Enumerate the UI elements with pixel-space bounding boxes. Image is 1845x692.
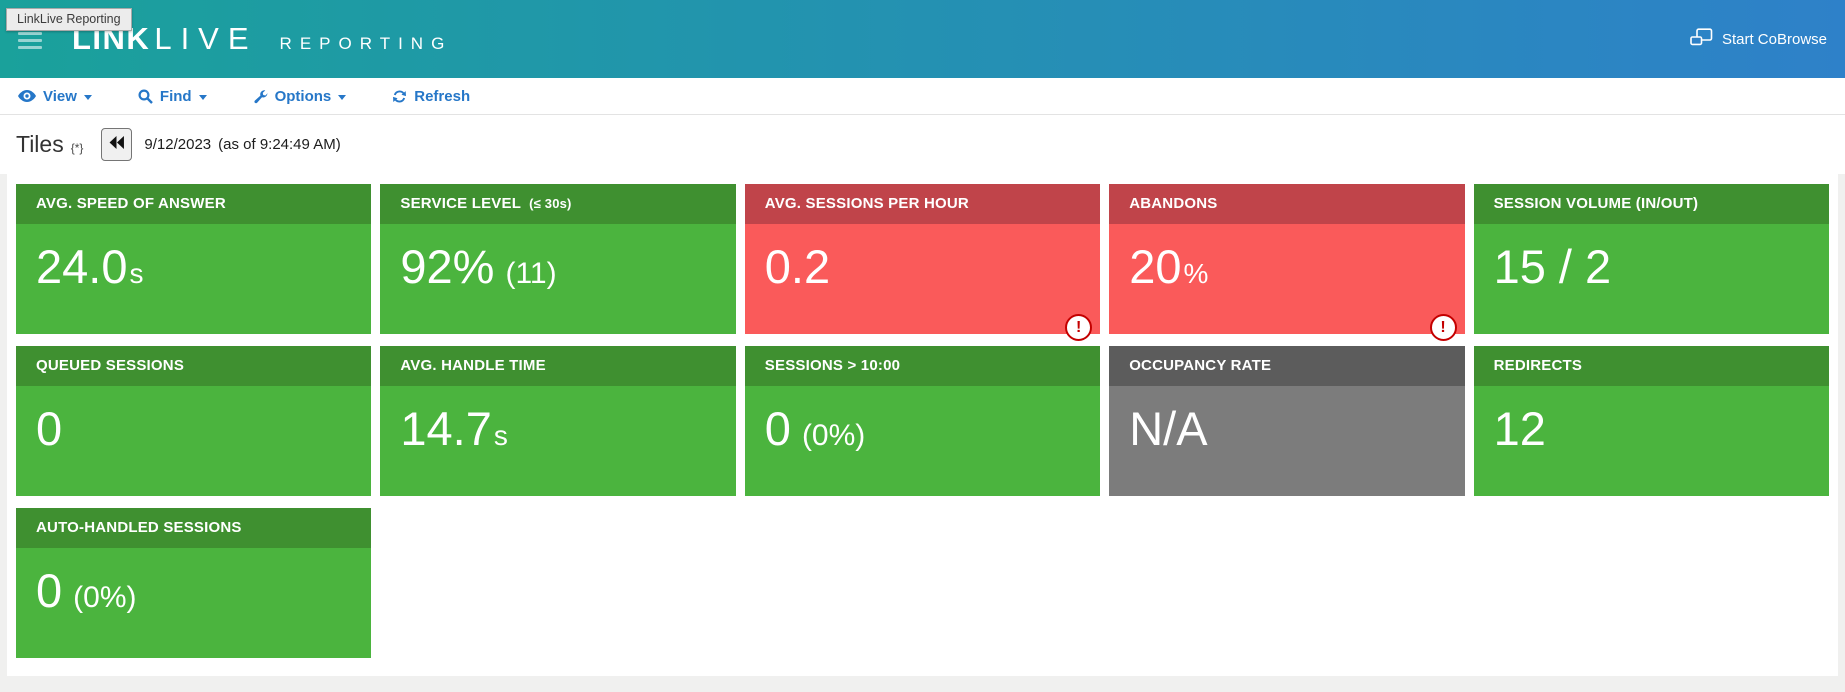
view-menu-button[interactable]: View — [18, 88, 92, 105]
page-title: Tiles — [16, 131, 64, 157]
tiles-panel: AVG. SPEED OF ANSWER 24.0s SERVICE LEVEL (≤… — [7, 174, 1838, 676]
tile-value: 12 — [1473, 386, 1829, 496]
tile-title: SESSIONS > 10:00 — [744, 346, 1101, 386]
tile[interactable]: AVG. HANDLE TIME 14.7s — [380, 346, 736, 496]
logo-live-text: LIVE — [154, 21, 258, 56]
tile-title: SESSION VOLUME (IN/OUT) — [1473, 184, 1829, 224]
tile-value: 92% (11) — [380, 224, 736, 334]
logo-reporting-text: REPORTING — [279, 34, 453, 53]
eye-icon — [18, 90, 36, 102]
tile-value: 0.2 — [744, 224, 1101, 334]
tile[interactable]: OCCUPANCY RATE N/A — [1109, 346, 1465, 496]
refresh-button[interactable]: Refresh — [392, 88, 470, 105]
tile-title: AVG. SESSIONS PER HOUR — [744, 184, 1101, 224]
tile[interactable]: SESSIONS > 10:00 0 (0%) — [744, 346, 1101, 496]
find-menu-button[interactable]: Find — [138, 88, 207, 105]
content-area: AVG. SPEED OF ANSWER 24.0s SERVICE LEVEL (≤… — [0, 174, 1845, 676]
search-icon — [138, 88, 153, 104]
tiles-grid: AVG. SPEED OF ANSWER 24.0s SERVICE LEVEL (≤… — [16, 184, 1829, 658]
refresh-label: Refresh — [414, 87, 471, 105]
view-label: View — [43, 87, 77, 105]
filter-flag: {*} — [70, 140, 84, 155]
date-back-button[interactable] — [101, 128, 133, 161]
tile-title: QUEUED SESSIONS — [16, 346, 372, 386]
tile-value: 15 / 2 — [1473, 224, 1829, 334]
alert-icon[interactable]: ! — [1065, 314, 1093, 341]
tile[interactable]: SERVICE LEVEL (≤ 30s) 92% (11) — [380, 184, 736, 334]
tile-title: REDIRECTS — [1473, 346, 1829, 386]
tile[interactable]: AUTO-HANDLED SESSIONS 0 (0%) — [16, 508, 372, 658]
tile-value: N/A — [1109, 386, 1465, 496]
tile[interactable]: AVG. SESSIONS PER HOUR 0.2! — [744, 184, 1101, 341]
report-date: 9/12/2023 — [144, 136, 212, 153]
tile-value: 24.0s — [16, 224, 372, 334]
tile-value: 14.7s — [380, 386, 736, 496]
tile-title: ABANDONS — [1109, 184, 1465, 224]
chevron-down-icon — [198, 94, 207, 100]
chevron-down-icon — [338, 94, 347, 100]
refresh-icon — [392, 89, 407, 104]
tile-value: 20% — [1109, 224, 1465, 334]
tile-title: AUTO-HANDLED SESSIONS — [16, 508, 372, 548]
options-label: Options — [274, 87, 332, 105]
tile-value: 0 — [16, 386, 372, 496]
tile-title: OCCUPANCY RATE — [1109, 346, 1465, 386]
tile[interactable]: QUEUED SESSIONS 0 — [16, 346, 372, 496]
tile[interactable]: ABANDONS 20%! — [1109, 184, 1465, 341]
wrench-icon — [253, 89, 268, 104]
tile-value: 0 (0%) — [744, 386, 1101, 496]
options-menu-button[interactable]: Options — [253, 88, 347, 105]
app-header: LINK LIVE REPORTING Start CoBrowse LinkL… — [0, 0, 1845, 78]
tooltip: LinkLive Reporting — [6, 8, 132, 31]
chevron-down-icon — [83, 94, 92, 100]
cobrowse-label: Start CoBrowse — [1721, 30, 1827, 48]
tile-title: SERVICE LEVEL (≤ 30s) — [380, 184, 736, 224]
hamburger-menu-icon[interactable] — [18, 31, 42, 49]
alert-icon[interactable]: ! — [1429, 314, 1457, 341]
tile[interactable]: SESSION VOLUME (IN/OUT) 15 / 2 — [1473, 184, 1829, 334]
find-label: Find — [159, 87, 192, 105]
cobrowse-screens-icon — [1690, 28, 1713, 50]
as-of-time: (as of 9:24:49 AM) — [218, 136, 341, 153]
tile-title: AVG. SPEED OF ANSWER — [16, 184, 372, 224]
start-cobrowse-button[interactable]: Start CoBrowse — [1690, 28, 1827, 50]
tile[interactable]: AVG. SPEED OF ANSWER 24.0s — [16, 184, 372, 334]
toolbar: View Find Options Re — [0, 78, 1845, 115]
tile[interactable]: REDIRECTS 12 — [1473, 346, 1829, 496]
rewind-icon — [109, 135, 125, 154]
tile-title: AVG. HANDLE TIME — [380, 346, 736, 386]
page-heading: Tiles {*} 9/12/2023 (as of 9:24:49 AM) — [0, 115, 1845, 174]
tile-value: 0 (0%) — [16, 548, 372, 658]
